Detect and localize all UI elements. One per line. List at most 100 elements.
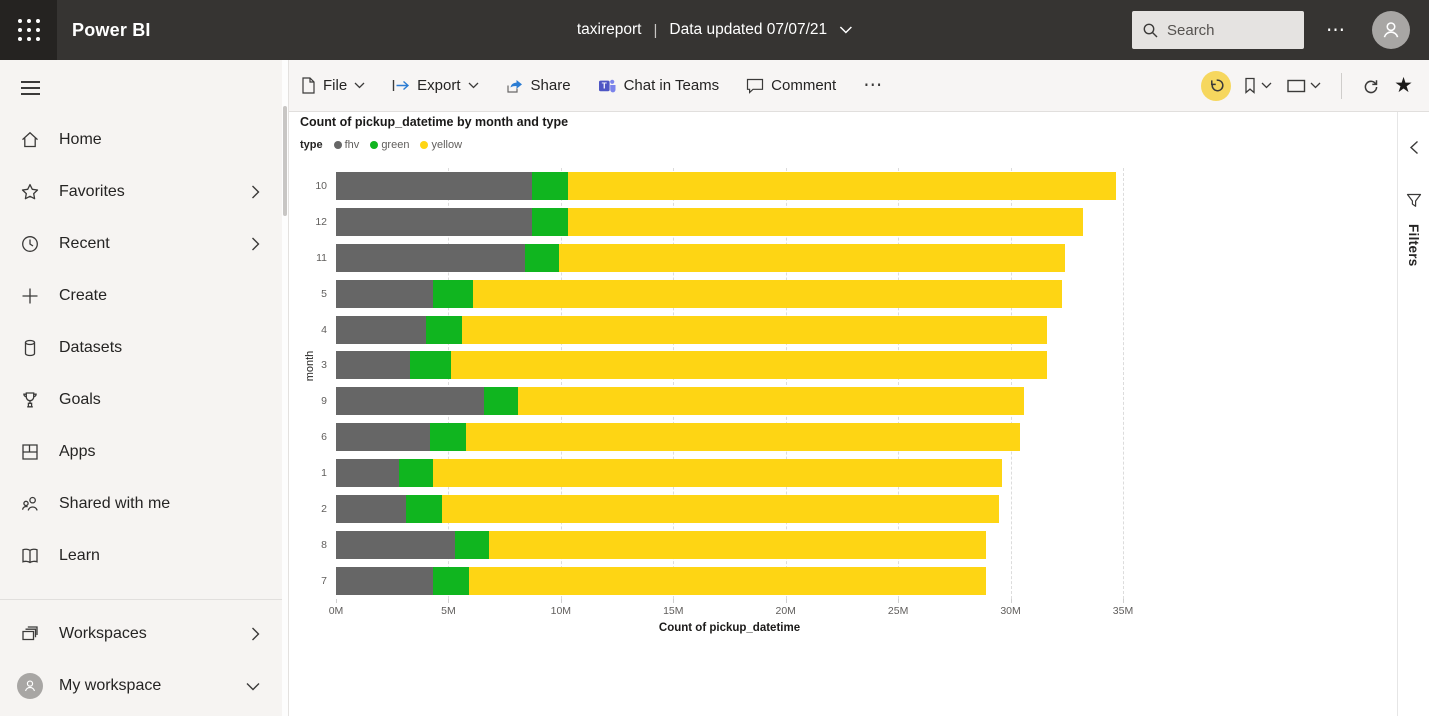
bar-segment-fhv[interactable] xyxy=(336,495,406,524)
topbar-more-button[interactable]: ⋯ xyxy=(1326,19,1346,41)
expand-filters-button[interactable] xyxy=(1405,136,1423,159)
bookmarks-button[interactable] xyxy=(1240,74,1275,97)
sidebar-item-my-workspace[interactable]: My workspace xyxy=(0,660,288,712)
sidebar-item-goals[interactable]: Goals xyxy=(0,374,288,426)
filter-funnel-button[interactable] xyxy=(1402,189,1426,212)
bar-segment-green[interactable] xyxy=(531,171,568,200)
bar-segment-green[interactable] xyxy=(430,423,467,452)
app-launcher-button[interactable] xyxy=(0,0,57,60)
funnel-icon xyxy=(1406,193,1421,207)
legend-item-label: green xyxy=(381,139,410,151)
bar-segment-green[interactable] xyxy=(398,459,433,488)
bar-segment-yellow[interactable] xyxy=(473,279,1063,308)
report-title-group[interactable]: taxireport | Data updated 07/07/21 xyxy=(577,0,852,60)
bar-segment-fhv[interactable] xyxy=(336,171,532,200)
bar-segment-yellow[interactable] xyxy=(461,315,1047,344)
chart-row: 12 xyxy=(315,204,1123,240)
bar-segment-yellow[interactable] xyxy=(567,207,1083,236)
chevron-down-icon xyxy=(354,82,365,89)
bar-stack xyxy=(336,243,1065,272)
chevron-left-icon xyxy=(1409,140,1418,155)
bar-segment-fhv[interactable] xyxy=(336,207,532,236)
chart-title: Count of pickup_datetime by month and ty… xyxy=(300,115,569,129)
bar-stack xyxy=(336,531,986,560)
view-button[interactable] xyxy=(1284,76,1324,96)
account-avatar[interactable] xyxy=(1372,11,1410,49)
bar-segment-fhv[interactable] xyxy=(336,423,431,452)
sidebar-item-favorites[interactable]: Favorites xyxy=(0,166,288,218)
bar-segment-fhv[interactable] xyxy=(336,279,433,308)
x-axis-tick-label: 25M xyxy=(887,605,909,617)
chevron-down-icon[interactable] xyxy=(839,26,852,34)
bar-segment-yellow[interactable] xyxy=(466,423,1020,452)
bar-segment-yellow[interactable] xyxy=(468,566,986,595)
comment-button[interactable]: Comment xyxy=(746,77,836,94)
bar-segment-green[interactable] xyxy=(432,566,469,595)
y-axis-category-label: 12 xyxy=(315,215,327,228)
chart-row: 8 xyxy=(321,527,1123,563)
bar-segment-fhv[interactable] xyxy=(336,243,525,272)
bar-stack xyxy=(336,566,986,595)
chat-in-teams-button[interactable]: T Chat in Teams xyxy=(598,77,719,95)
share-button[interactable]: Share xyxy=(506,77,571,94)
refresh-icon xyxy=(1364,79,1378,93)
bar-segment-yellow[interactable] xyxy=(558,243,1065,272)
data-updated-label: Data updated 07/07/21 xyxy=(669,21,828,38)
bar-segment-green[interactable] xyxy=(524,243,559,272)
bar-segment-yellow[interactable] xyxy=(518,387,1025,416)
report-canvas: Count of pickup_datetime by month and ty… xyxy=(289,112,1397,716)
bar-segment-fhv[interactable] xyxy=(336,459,399,488)
refresh-button[interactable] xyxy=(1359,74,1383,98)
bar-segment-fhv[interactable] xyxy=(336,315,426,344)
favorite-star-button[interactable]: ★ xyxy=(1394,74,1413,97)
bar-segment-green[interactable] xyxy=(425,315,462,344)
sidebar-item-home[interactable]: Home xyxy=(0,114,288,166)
file-menu-button[interactable]: File xyxy=(301,77,365,94)
bar-segment-fhv[interactable] xyxy=(336,566,433,595)
sidebar-item-datasets[interactable]: Datasets xyxy=(0,322,288,374)
bar-segment-green[interactable] xyxy=(410,351,451,380)
legend-item-yellow[interactable]: yellow xyxy=(420,139,462,151)
bar-segment-yellow[interactable] xyxy=(432,459,1002,488)
x-axis-tick-label: 5M xyxy=(441,605,456,617)
bar-segment-fhv[interactable] xyxy=(336,387,485,416)
legend-item-fhv[interactable]: fhv xyxy=(333,139,359,151)
x-axis-tick-label: 20M xyxy=(775,605,796,617)
bar-segment-yellow[interactable] xyxy=(450,351,1047,380)
sidebar-item-workspaces[interactable]: Workspaces xyxy=(0,608,288,660)
bar-segment-green[interactable] xyxy=(484,387,519,416)
bar-segment-fhv[interactable] xyxy=(336,531,456,560)
sidebar-item-shared-with-me[interactable]: Shared with me xyxy=(0,478,288,530)
search-input[interactable] xyxy=(1167,21,1277,39)
bar-segment-fhv[interactable] xyxy=(336,351,411,380)
toolbar-more-button[interactable]: ⋯ xyxy=(863,75,884,96)
legend-item-green[interactable]: green xyxy=(370,139,409,151)
bar-segment-yellow[interactable] xyxy=(488,531,986,560)
search-box[interactable] xyxy=(1132,11,1304,49)
sidebar-item-learn[interactable]: Learn xyxy=(0,530,288,582)
bar-segment-green[interactable] xyxy=(531,207,568,236)
sidebar-scrollbar[interactable] xyxy=(282,60,288,716)
reset-to-default-button[interactable] xyxy=(1201,70,1232,101)
bar-segment-green[interactable] xyxy=(455,531,489,560)
database-icon xyxy=(20,338,40,358)
x-axis-tick-label: 15M xyxy=(663,605,684,617)
sidebar-item-apps[interactable]: Apps xyxy=(0,426,288,478)
export-menu-button[interactable]: Export xyxy=(392,77,478,94)
y-axis-category-label: 11 xyxy=(316,251,327,264)
sidebar-item-label: My workspace xyxy=(59,677,162,694)
bar-segment-yellow[interactable] xyxy=(567,171,1117,200)
book-icon xyxy=(20,546,40,566)
chart-row: 11 xyxy=(316,240,1123,276)
chevron-right-icon xyxy=(251,185,260,199)
chevron-right-icon xyxy=(251,237,260,251)
sidebar-item-recent[interactable]: Recent xyxy=(0,218,288,270)
bar-segment-yellow[interactable] xyxy=(441,495,1000,524)
sidebar-item-label: Create xyxy=(59,287,108,304)
sidebar-item-create[interactable]: Create xyxy=(0,270,288,322)
nav-collapse-button[interactable] xyxy=(0,62,60,114)
bar-segment-green[interactable] xyxy=(432,279,474,308)
chart-row: 5 xyxy=(321,276,1123,312)
bar-segment-green[interactable] xyxy=(405,495,442,524)
sidebar-item-label: Datasets xyxy=(59,339,123,356)
